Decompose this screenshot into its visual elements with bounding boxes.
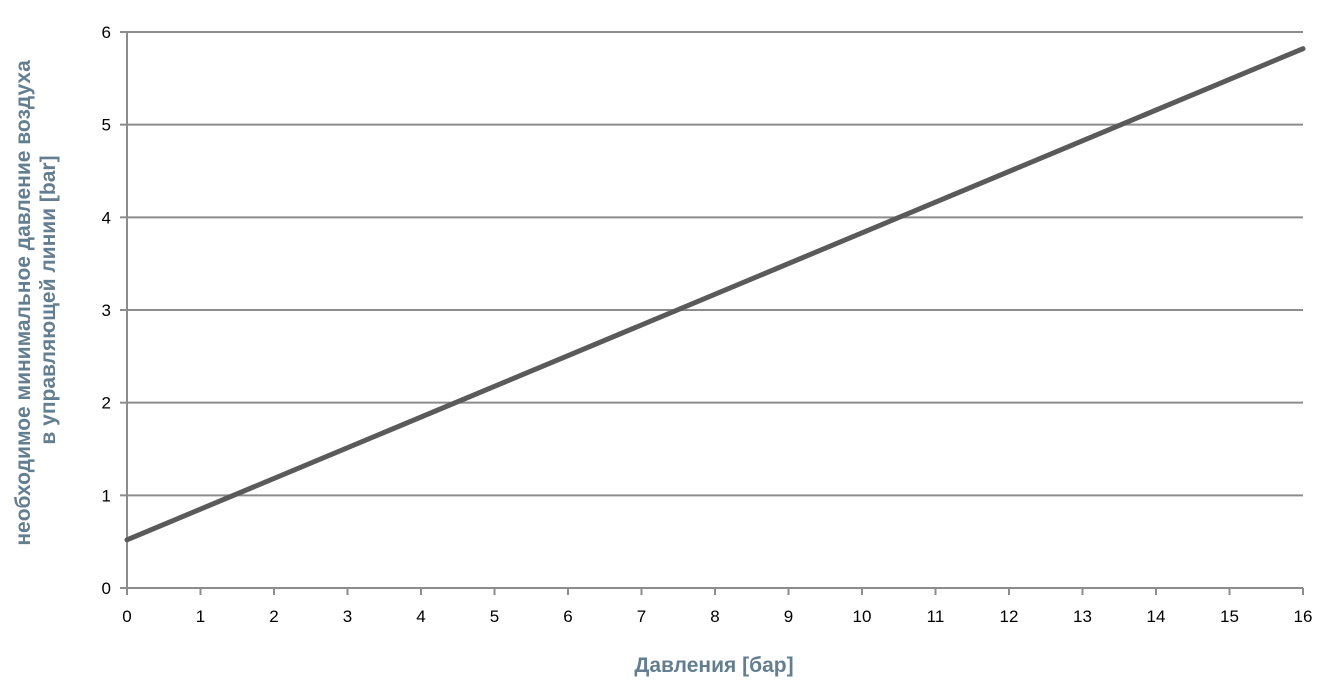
x-tick-label: 3 [343, 607, 352, 626]
x-tick-label: 12 [1000, 607, 1019, 626]
x-tick-label: 14 [1147, 607, 1166, 626]
y-axis-title-line-2: в управляющей линии [bar] [37, 155, 60, 444]
x-tick-label: 5 [490, 607, 499, 626]
x-axis-title: Давления [бар] [634, 654, 793, 677]
y-tick-label: 5 [102, 116, 111, 135]
x-tick-label: 4 [416, 607, 425, 626]
y-tick-label: 2 [102, 394, 111, 413]
y-tick-label: 3 [102, 301, 111, 320]
y-tick-label: 6 [102, 23, 111, 42]
x-tick-label: 10 [853, 607, 872, 626]
x-tick-label: 15 [1220, 607, 1239, 626]
y-tick-label: 4 [102, 208, 111, 227]
series-lines [124, 46, 1306, 543]
y-tick-label: 1 [102, 486, 111, 505]
x-tick-label: 1 [196, 607, 205, 626]
y-axis-title-line-1: необходимое минимальное давление воздуха [12, 60, 35, 546]
y-tick-labels: 0 1 2 3 4 5 6 [102, 23, 111, 598]
y-tick-label: 0 [102, 579, 111, 598]
y-axis-title: необходимое минимальное давление воздуха… [12, 54, 60, 545]
axes [120, 31, 1304, 595]
x-tick-label: 2 [269, 607, 278, 626]
x-tick-label: 11 [927, 607, 945, 626]
x-tick-label: 13 [1073, 607, 1092, 626]
x-tick-label: 16 [1294, 607, 1313, 626]
x-tick-label: 7 [637, 607, 646, 626]
series-line-0 [124, 46, 1306, 543]
x-tick-label: 6 [563, 607, 572, 626]
grid-lines [127, 31, 1303, 497]
x-tick-label: 0 [122, 607, 131, 626]
x-tick-labels: 0 1 2 3 4 5 6 7 8 9 10 11 12 13 14 15 16 [122, 607, 1312, 626]
x-tick-label: 8 [710, 607, 719, 626]
x-tick-label: 9 [784, 607, 793, 626]
